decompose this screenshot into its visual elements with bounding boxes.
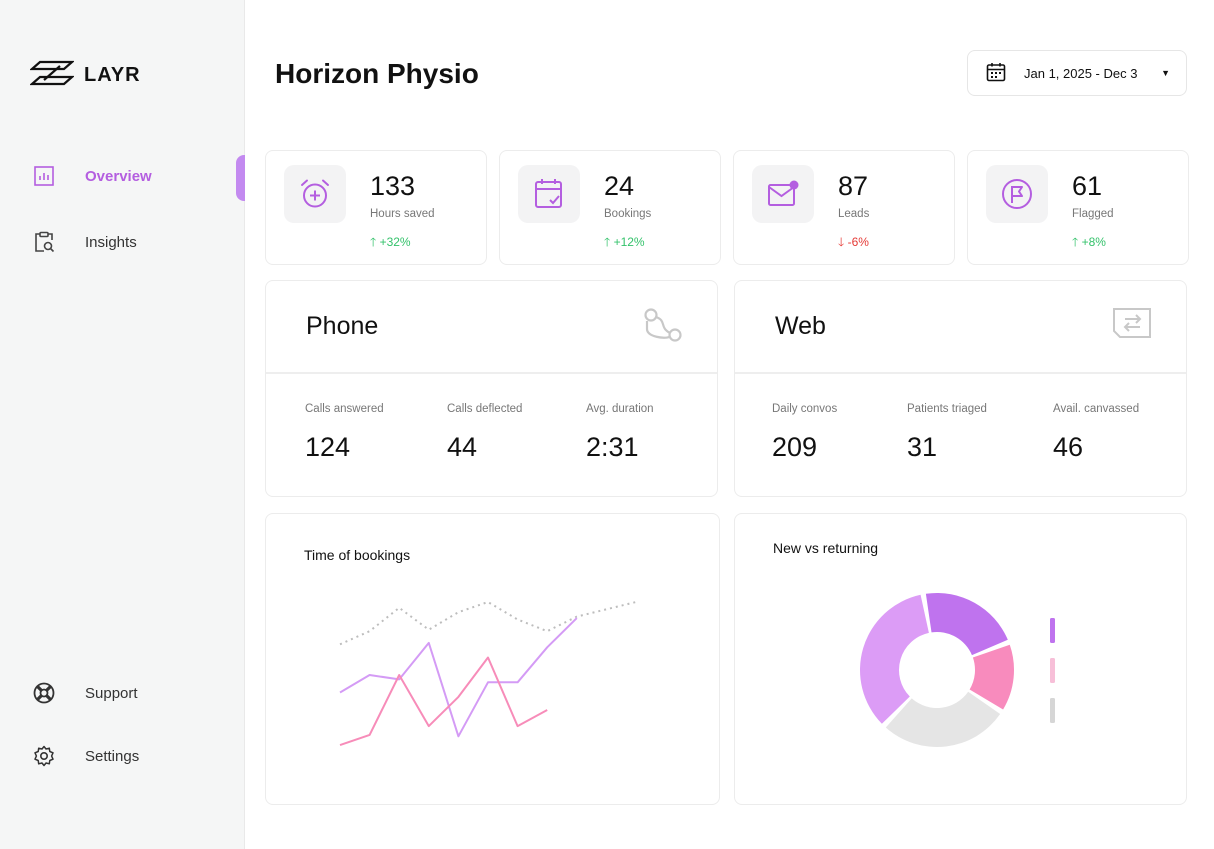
new-vs-returning-card: New vs returning [734, 513, 1187, 805]
pie-slice-1 [969, 644, 1014, 710]
date-range-value: Jan 1, 2025 - Dec 3 [1024, 65, 1138, 81]
stat-value: 87 [838, 171, 869, 201]
web-title: Web [775, 312, 826, 340]
phone-title: Phone [306, 312, 379, 340]
brand-name: LAYR [84, 64, 141, 86]
line-series-1 [339, 617, 578, 738]
line-series-0 [339, 601, 637, 646]
gear-icon [33, 745, 55, 767]
stat-label: Flagged [1072, 208, 1114, 220]
main-content: Horizon Physio Jan 1, 2025 - Dec 3 ▼ 133… [245, 0, 1214, 849]
stat-label: Hours saved [370, 208, 435, 220]
legend-swatch-2 [1050, 698, 1055, 723]
brand-logo[interactable]: LAYR [29, 60, 141, 91]
page-title: Horizon Physio [275, 58, 479, 89]
pie-slice-3 [860, 594, 929, 724]
metric-label: Daily convos [772, 403, 838, 415]
metric-calls-answered: Calls answered 124 [305, 403, 384, 463]
metric-label: Avg. duration [586, 403, 654, 415]
section-divider [735, 372, 1186, 374]
stat-label: Bookings [604, 208, 652, 220]
metric-label: Calls deflected [447, 403, 523, 415]
legend-swatch-0 [1050, 618, 1055, 643]
stat-value: 133 [370, 171, 416, 201]
stat-card-bookings: 24 Bookings 🡑 +12% [499, 150, 721, 265]
metric-value: 44 [447, 432, 478, 462]
metric-value: 209 [772, 432, 818, 462]
arrow-up-icon: 🡑 [604, 235, 614, 249]
clipboard-search-icon [33, 231, 55, 253]
time-of-bookings-card: Time of bookings [265, 513, 720, 805]
web-section-card: Web Daily convos 209 Patients triaged 31… [734, 280, 1187, 497]
sidebar-item-insights[interactable]: Insights [33, 231, 137, 253]
chart-title: Time of bookings [304, 547, 411, 563]
metric-avail-canvassed: Avail. canvassed 46 [1053, 403, 1139, 463]
sidebar-item-label: Overview [85, 167, 152, 185]
metric-avg-duration: Avg. duration 2:31 [586, 403, 654, 463]
alarm-clock-icon [284, 165, 346, 223]
line-series-2 [339, 656, 548, 747]
pie-slice-0 [925, 593, 1008, 656]
flag-icon [986, 165, 1048, 223]
date-range-picker[interactable]: Jan 1, 2025 - Dec 3 ▼ [967, 50, 1187, 96]
sidebar-item-support[interactable]: Support [33, 682, 138, 704]
calendar-icon [986, 62, 1006, 85]
sidebar-item-settings[interactable]: Settings [33, 745, 139, 767]
stat-change: 🡑 +32% [370, 235, 411, 249]
sidebar-item-overview[interactable]: Overview [33, 165, 152, 187]
metric-value: 31 [907, 432, 938, 462]
sidebar: LAYR Overview Insights Support Settings [0, 0, 245, 849]
metric-patients-triaged: Patients triaged 31 [907, 403, 987, 463]
legend-swatch-1 [1050, 658, 1055, 683]
metric-value: 46 [1053, 432, 1084, 462]
metric-daily-convos: Daily convos 209 [772, 403, 837, 463]
stat-value: 61 [1072, 171, 1103, 201]
bar-chart-icon [33, 165, 55, 187]
lifebuoy-icon [33, 682, 55, 704]
metric-label: Calls answered [305, 403, 384, 415]
metric-label: Patients triaged [907, 403, 987, 415]
stat-change: 🡑 +12% [604, 235, 645, 249]
phone-section-card: Phone Calls answered 124 Calls deflected… [265, 280, 718, 497]
calendar-check-icon [518, 165, 580, 223]
metric-label: Avail. canvassed [1053, 403, 1140, 415]
metric-calls-deflected: Calls deflected 44 [447, 403, 522, 463]
stat-value: 24 [604, 171, 635, 201]
metric-value: 2:31 [586, 432, 639, 462]
stat-change: 🡑 +8% [1072, 235, 1106, 249]
new-vs-returning-chart [860, 593, 1055, 747]
arrow-up-icon: 🡑 [1072, 235, 1082, 249]
section-divider [266, 372, 717, 374]
sidebar-item-label: Support [85, 684, 138, 702]
time-of-bookings-chart [339, 601, 637, 747]
metric-value: 124 [305, 432, 351, 462]
sidebar-item-label: Settings [85, 747, 140, 765]
caret-down-icon: ▼ [1161, 68, 1170, 78]
active-nav-indicator [236, 155, 245, 201]
pie-slice-2 [885, 691, 1001, 747]
stat-card-hours-saved: 133 Hours saved 🡑 +32% [265, 150, 487, 265]
transfer-icon [1112, 307, 1152, 344]
arrow-down-icon: 🡓 [838, 235, 848, 249]
stat-card-leads: 87 Leads 🡓 -6% [733, 150, 955, 265]
stat-card-flagged: 61 Flagged 🡑 +8% [967, 150, 1189, 265]
layr-logo-icon [29, 60, 75, 91]
arrow-up-icon: 🡑 [370, 235, 380, 249]
chart-title: New vs returning [773, 540, 879, 556]
route-icon [643, 307, 683, 348]
mail-notification-icon [752, 165, 814, 223]
stat-label: Leads [838, 208, 870, 220]
stat-change: 🡓 -6% [838, 235, 869, 249]
sidebar-item-label: Insights [85, 233, 137, 251]
